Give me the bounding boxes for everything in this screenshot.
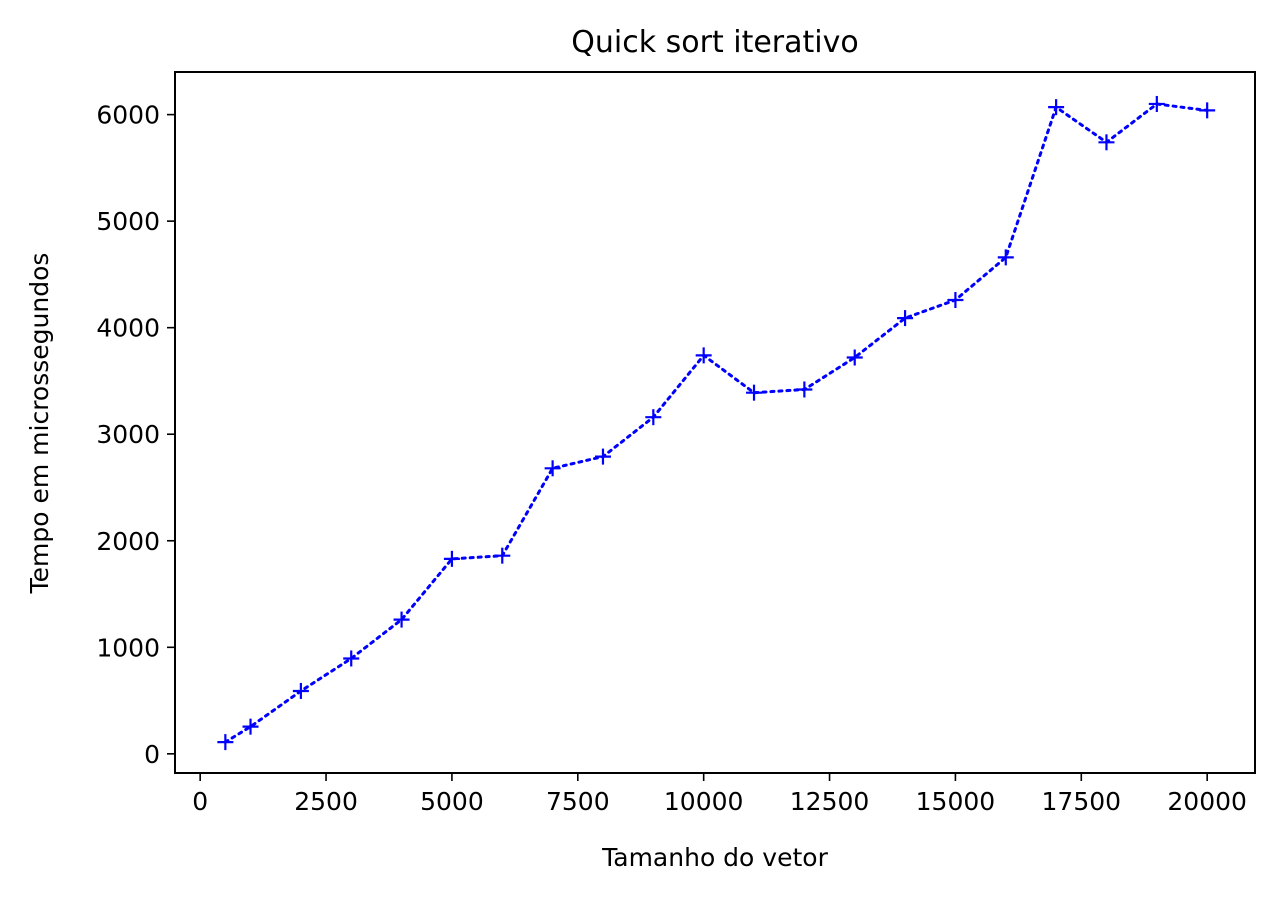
data-point-marker bbox=[997, 249, 1014, 266]
data-point-marker bbox=[1048, 99, 1065, 116]
data-point-marker bbox=[1098, 134, 1115, 151]
x-tick-label: 0 bbox=[192, 787, 208, 816]
y-tick-label: 2000 bbox=[96, 527, 160, 556]
data-point-marker bbox=[1148, 95, 1165, 112]
data-point-marker bbox=[846, 349, 863, 366]
x-tick-label: 12500 bbox=[790, 787, 870, 816]
y-tick-label: 1000 bbox=[96, 633, 160, 662]
y-tick-label: 0 bbox=[144, 740, 160, 769]
x-tick-label: 17500 bbox=[1042, 787, 1122, 816]
y-tick-label: 6000 bbox=[96, 101, 160, 130]
x-tick-label: 10000 bbox=[664, 787, 744, 816]
chart-title: Quick sort iterativo bbox=[571, 25, 858, 60]
y-axis: 0 1000 2000 3000 4000 5000 6000 bbox=[96, 101, 175, 769]
data-point-marker bbox=[695, 347, 712, 364]
data-point-marker bbox=[947, 291, 964, 308]
data-point-marker bbox=[242, 718, 259, 735]
plot-area bbox=[217, 95, 1216, 751]
y-tick-label: 3000 bbox=[96, 420, 160, 449]
y-axis-label: Tempo em microssegundos bbox=[25, 253, 54, 595]
y-tick-label: 4000 bbox=[96, 314, 160, 343]
data-point-marker bbox=[1199, 102, 1216, 119]
x-tick-label: 20000 bbox=[1167, 787, 1247, 816]
data-point-marker bbox=[897, 310, 914, 327]
data-point-marker bbox=[292, 682, 309, 699]
data-point-marker bbox=[217, 734, 234, 751]
x-axis: 0 2500 5000 7500 10000 12500 15000 17500 20000 bbox=[192, 773, 1247, 816]
x-tick-label: 7500 bbox=[546, 787, 610, 816]
data-point-marker bbox=[343, 650, 360, 667]
data-point-marker bbox=[746, 384, 763, 401]
x-tick-label: 2500 bbox=[294, 787, 358, 816]
data-point-marker bbox=[594, 448, 611, 465]
data-point-marker bbox=[393, 611, 410, 628]
data-point-marker bbox=[544, 460, 561, 477]
data-point-marker bbox=[645, 409, 662, 426]
data-point-marker bbox=[796, 381, 813, 398]
x-tick-label: 5000 bbox=[420, 787, 484, 816]
plot-frame bbox=[174, 71, 1256, 774]
y-tick-label: 5000 bbox=[96, 207, 160, 236]
data-point-marker bbox=[443, 550, 460, 567]
data-point-marker bbox=[494, 547, 511, 564]
x-axis-label: Tamanho do vetor bbox=[601, 843, 828, 872]
x-tick-label: 15000 bbox=[916, 787, 996, 816]
